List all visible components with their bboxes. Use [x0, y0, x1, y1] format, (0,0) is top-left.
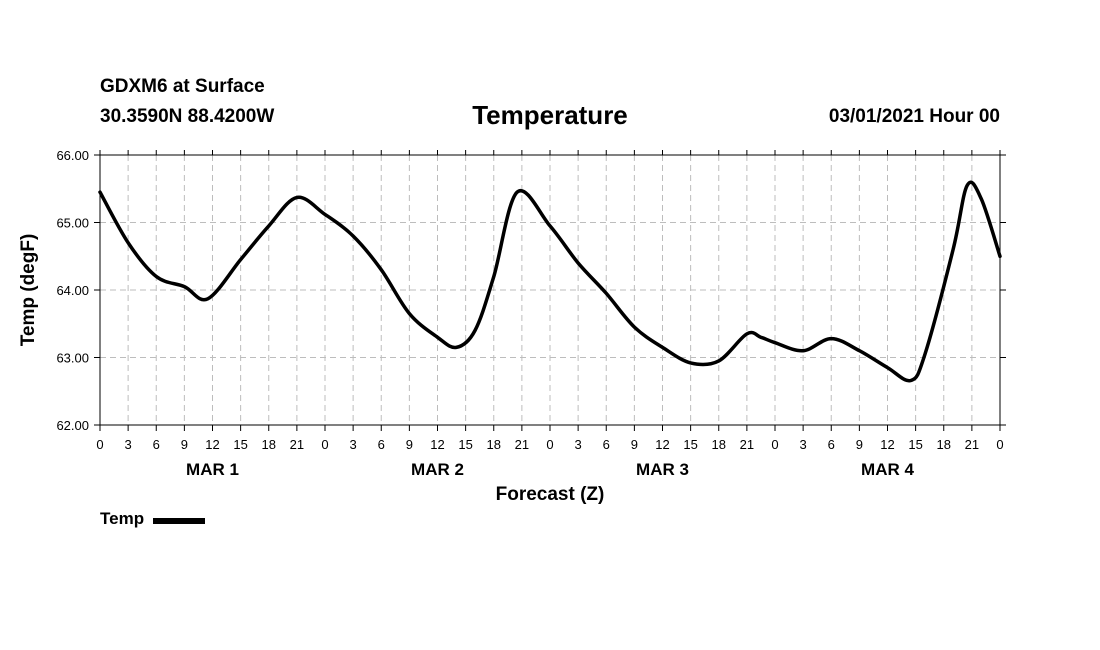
y-tick-label: 65.00 — [56, 216, 89, 231]
x-tick-label: 6 — [603, 437, 610, 452]
x-tick-label: 9 — [631, 437, 638, 452]
x-tick-label: 15 — [683, 437, 697, 452]
y-tick-label: 64.00 — [56, 283, 89, 298]
x-tick-label: 0 — [321, 437, 328, 452]
x-tick-label: 18 — [262, 437, 276, 452]
x-tick-label: 12 — [655, 437, 669, 452]
axis-ticks — [94, 150, 1006, 431]
y-axis-title: Temp (degF) — [18, 234, 39, 347]
chart-title: Temperature — [472, 100, 628, 130]
x-axis-title: Forecast (Z) — [496, 484, 605, 505]
day-labels: MAR 1 MAR 2 MAR 3 MAR 4 — [186, 460, 914, 479]
legend-swatch — [153, 517, 206, 524]
x-tick-label: 15 — [233, 437, 247, 452]
day-label: MAR 2 — [411, 460, 464, 479]
day-label: MAR 3 — [636, 460, 689, 479]
x-tick-label: 0 — [546, 437, 553, 452]
y-tick-label: 62.00 — [56, 418, 89, 433]
x-tick-label: 6 — [153, 437, 160, 452]
legend: Temp — [100, 509, 206, 529]
x-tick-label: 18 — [487, 437, 501, 452]
grid-lines — [100, 155, 1000, 425]
x-tick-label: 18 — [937, 437, 951, 452]
x-tick-label: 21 — [965, 437, 979, 452]
x-tick-label: 0 — [96, 437, 103, 452]
y-tick-label: 66.00 — [56, 148, 89, 163]
x-tick-label: 15 — [458, 437, 472, 452]
x-tick-label: 3 — [575, 437, 582, 452]
x-tick-label: 0 — [771, 437, 778, 452]
x-tick-label: 12 — [430, 437, 444, 452]
x-tick-label: 6 — [378, 437, 385, 452]
x-tick-label: 21 — [515, 437, 529, 452]
x-tick-label: 9 — [181, 437, 188, 452]
x-tick-label: 3 — [350, 437, 357, 452]
y-tick-labels: 62.00 63.00 64.00 65.00 66.00 — [56, 148, 89, 433]
x-tick-label: 12 — [880, 437, 894, 452]
x-tick-label: 0 — [996, 437, 1003, 452]
day-label: MAR 1 — [186, 460, 239, 479]
x-tick-label: 9 — [406, 437, 413, 452]
x-tick-labels: 0 3 6 9 12 15 18 21 0 3 6 9 12 15 18 21 0 3 6 9 12 15 18 21 0 3 6 9… — [96, 437, 1003, 452]
x-tick-label: 12 — [205, 437, 219, 452]
coordinates-label: 30.3590N 88.4200W — [100, 106, 275, 127]
x-tick-label: 21 — [290, 437, 304, 452]
x-tick-label: 18 — [712, 437, 726, 452]
temp-series-line — [98, 180, 1002, 383]
x-tick-label: 15 — [908, 437, 922, 452]
x-tick-label: 3 — [800, 437, 807, 452]
x-tick-label: 3 — [125, 437, 132, 452]
legend-label: Temp — [100, 509, 145, 528]
day-label: MAR 4 — [861, 460, 914, 479]
y-tick-label: 63.00 — [56, 351, 89, 366]
station-label: GDXM6 at Surface — [100, 76, 265, 97]
x-tick-label: 6 — [828, 437, 835, 452]
forecast-date: 03/01/2021 Hour 00 — [828, 106, 1000, 127]
x-tick-label: 21 — [740, 437, 754, 452]
x-tick-label: 9 — [856, 437, 863, 452]
